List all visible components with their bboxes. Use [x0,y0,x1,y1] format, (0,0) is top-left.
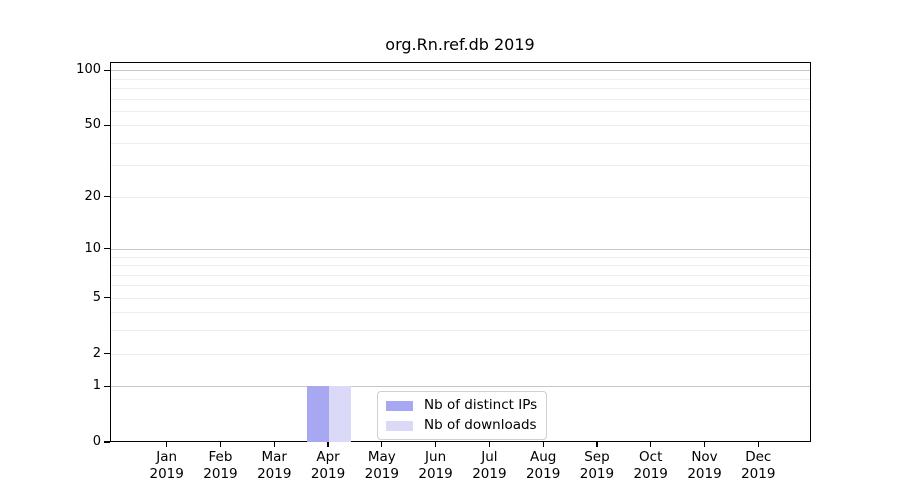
legend-item-downloads: Nb of downloads [386,417,537,434]
x-tick-mark [327,442,329,447]
gridline-minor [111,125,810,127]
x-tick-label: May 2019 [350,449,414,483]
x-tick-year: 2019 [418,466,453,482]
x-tick-label: Jun 2019 [404,449,468,483]
x-tick-mark [703,442,706,447]
gridline-minor [111,353,810,355]
x-tick-month: Nov [691,449,718,465]
y-tick-label: 100 [76,62,101,78]
gridline-major [111,70,810,72]
bar-distinct-ips [307,386,330,442]
x-tick-year: 2019 [579,466,615,482]
gridline-minor [111,165,810,167]
x-tick-year: 2019 [687,466,722,482]
x-tick-month: Apr [316,449,340,465]
gridline-minor [111,330,810,332]
y-tick-label: 0 [92,434,101,449]
x-tick-year: 2019 [149,466,184,482]
x-tick-year: 2019 [310,466,346,482]
gridline-minor [111,196,810,198]
bar-layer [111,63,810,442]
gridline-minor [111,285,810,287]
legend-label: Nb of downloads [424,417,537,433]
y-tick-label: 50 [84,117,101,133]
x-tick-label: Apr 2019 [296,449,360,483]
gridline-major [111,248,810,250]
x-tick-month: Feb [208,449,233,465]
y-tick-label: 10 [84,240,101,256]
bar-downloads [329,386,351,442]
x-tick-year: 2019 [472,466,507,482]
x-tick-month: Jul [481,449,498,465]
x-tick-mark [381,442,383,447]
y-tick-label: 20 [84,188,101,204]
x-tick-month: Jun [425,449,447,465]
x-tick-year: 2019 [364,466,399,482]
plot-area [110,62,811,442]
x-tick-month: May [367,449,396,465]
legend-label: Nb of distinct IPs [424,397,538,413]
gridline-minor [111,265,810,267]
legend: Nb of distinct IPs Nb of downloads [377,391,548,440]
x-tick-year: 2019 [525,466,561,482]
y-tick-label: 2 [92,345,101,361]
y-tick-label: 5 [92,289,101,305]
x-tick-mark [757,442,759,447]
x-tick-mark [596,442,598,447]
x-tick-mark [435,442,437,447]
x-tick-month: Mar [261,449,287,465]
y-tick-mark [104,441,110,443]
gridline-minor [111,110,810,112]
y-tick-label: 1 [92,378,101,394]
x-tick-month: Aug [529,449,557,465]
x-tick-label: Sep 2019 [565,449,629,483]
gridline-minor [111,312,810,314]
chart-title: org.Rn.ref.db 2019 [385,35,535,54]
x-tick-mark [650,442,652,447]
x-tick-label: Mar 2019 [242,449,306,483]
x-tick-mark [166,442,168,447]
y-tick-mark [104,69,110,71]
gridline-minor [111,78,810,80]
legend-item-distinct-ips: Nb of distinct IPs [386,397,537,414]
x-tick-month: Dec [745,449,772,465]
y-tick-mark [104,124,110,126]
x-tick-mark [488,442,490,447]
grid-layer [111,63,810,441]
x-tick-label: Jul 2019 [457,449,521,483]
gridline-minor [111,88,810,90]
x-tick-mark [219,442,222,447]
y-tick-mark [104,297,110,299]
legend-swatch-distinct-ips [386,400,413,411]
x-tick-year: 2019 [257,466,292,482]
gridline-minor [111,98,810,100]
x-tick-year: 2019 [203,466,238,482]
y-tick-mark [104,385,110,387]
x-tick-label: Nov 2019 [673,449,737,483]
gridline-minor [111,256,810,258]
gridline-minor [111,142,810,144]
x-tick-month: Sep [584,449,610,465]
x-tick-mark [542,442,544,447]
legend-swatch-downloads [386,420,413,431]
x-tick-month: Jan [156,449,178,465]
gridline-minor [111,274,810,276]
x-tick-label: Dec 2019 [726,449,790,483]
x-tick-label: Feb 2019 [188,449,252,483]
x-tick-year: 2019 [741,466,776,482]
gridline-major [111,386,810,388]
x-tick-month: Oct [639,449,663,465]
y-tick-mark [104,196,110,198]
gridline-minor [111,297,810,299]
y-tick-mark [104,352,110,355]
y-tick-mark [104,248,110,250]
x-tick-label: Aug 2019 [511,449,575,483]
x-tick-label: Oct 2019 [619,449,683,483]
x-tick-year: 2019 [633,466,668,482]
x-tick-label: Jan 2019 [135,449,199,483]
x-tick-mark [273,442,275,447]
